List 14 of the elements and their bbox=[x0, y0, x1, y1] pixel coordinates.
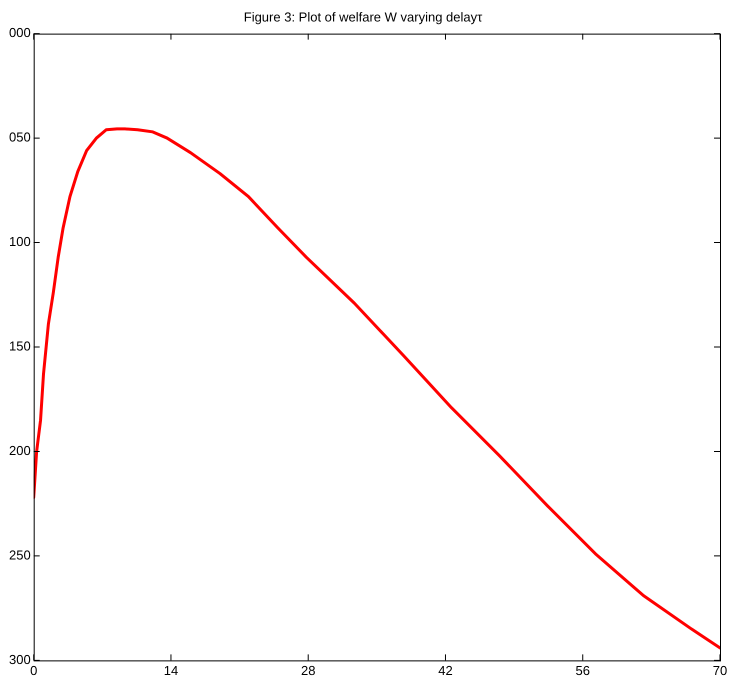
x-tick-label: 0 bbox=[30, 662, 38, 678]
y-tick-label: 200 bbox=[8, 443, 31, 458]
y-tick-label: 250 bbox=[8, 548, 31, 563]
x-tick-label: 56 bbox=[576, 662, 590, 678]
chart-title: Figure 3: Plot of welfare W varying delayτ bbox=[244, 9, 484, 24]
x-tick-label: 42 bbox=[438, 662, 453, 678]
y-tick-label: 100 bbox=[8, 234, 31, 250]
y-tick-label: 000 bbox=[8, 25, 31, 40]
y-tick-label: 300 bbox=[8, 652, 31, 667]
x-tick-label: 28 bbox=[300, 662, 316, 678]
y-tick-label: 150 bbox=[8, 338, 31, 354]
x-tick-label: 70 bbox=[712, 662, 728, 678]
x-tick-label: 14 bbox=[164, 662, 178, 678]
y-tick-label: 050 bbox=[8, 130, 31, 145]
